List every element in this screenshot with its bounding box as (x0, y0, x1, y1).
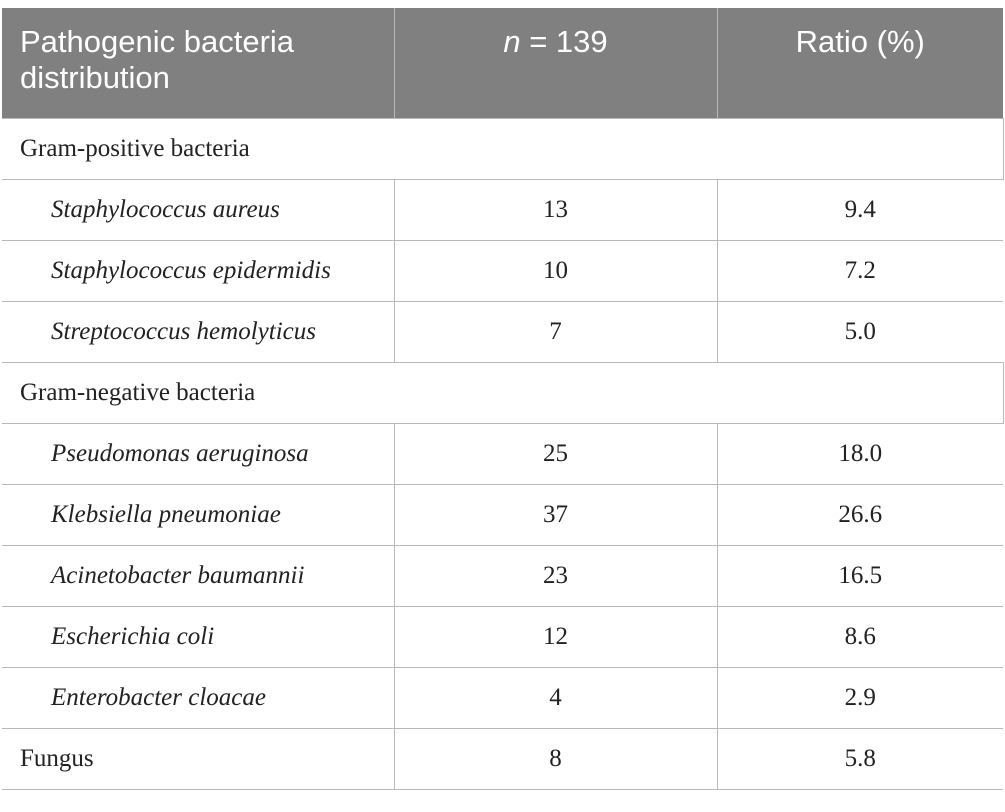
species-ratio: 18.0 (717, 423, 1003, 485)
fungus-label: Fungus (2, 728, 395, 790)
table-row: Acinetobacter baumannii 23 16.5 (2, 545, 1003, 607)
header-count: n = 139 (394, 8, 718, 119)
species-ratio: 5.0 (717, 301, 1003, 363)
species-ratio: 8.6 (717, 606, 1003, 668)
header-ratio: Ratio (%) (717, 8, 1003, 119)
species-name: Escherichia coli (2, 606, 395, 668)
header-count-total: = 139 (520, 24, 608, 59)
header-row: Pathogenic bacteria distribution n = 139 … (2, 8, 1003, 119)
table-row: Enterobacter cloacae 4 2.9 (2, 667, 1003, 729)
species-count: 10 (394, 240, 718, 302)
table-row: Pseudomonas aeruginosa 25 18.0 (2, 423, 1003, 485)
species-ratio: 7.2 (717, 240, 1003, 302)
fungus-count: 8 (394, 728, 718, 790)
species-ratio: 16.5 (717, 545, 1003, 607)
species-name: Klebsiella pneumoniae (2, 484, 395, 546)
table-body: Gram-positive bacteria Staphylococcus au… (2, 118, 1004, 790)
fungus-ratio: 5.8 (717, 728, 1003, 790)
table-row: Klebsiella pneumoniae 37 26.6 (2, 484, 1003, 546)
species-name: Enterobacter cloacae (2, 667, 395, 729)
species-ratio: 2.9 (717, 667, 1003, 729)
species-count: 37 (394, 484, 718, 546)
table-row: Staphylococcus epidermidis 10 7.2 (2, 240, 1003, 302)
header-pathogen-line1: Pathogenic bacteria (20, 24, 295, 59)
table-header: Pathogenic bacteria distribution n = 139 … (2, 8, 1003, 119)
species-ratio: 26.6 (717, 484, 1003, 546)
species-count: 23 (394, 545, 718, 607)
species-count: 4 (394, 667, 718, 729)
species-count: 25 (394, 423, 718, 485)
table-row: Escherichia coli 12 8.6 (2, 606, 1003, 668)
pathogen-distribution-table: Pathogenic bacteria distribution n = 139 … (2, 8, 1004, 790)
group-label-gram-negative: Gram-negative bacteria (2, 362, 1004, 424)
species-ratio: 9.4 (717, 179, 1003, 241)
table-row: Staphylococcus aureus 13 9.4 (2, 179, 1003, 241)
header-count-variable: n (503, 24, 521, 59)
species-name: Streptococcus hemolyticus (2, 301, 395, 363)
table-row-fungus: Fungus 8 5.8 (2, 728, 1003, 790)
species-count: 12 (394, 606, 718, 668)
group-row-gram-negative: Gram-negative bacteria (2, 362, 1004, 424)
pathogen-distribution-table-wrapper: Pathogenic bacteria distribution n = 139 … (2, 8, 1004, 790)
species-count: 13 (394, 179, 718, 241)
header-pathogen-line2: distribution (20, 60, 170, 95)
species-name: Staphylococcus epidermidis (2, 240, 395, 302)
species-count: 7 (394, 301, 718, 363)
species-name: Acinetobacter baumannii (2, 545, 395, 607)
table-row: Streptococcus hemolyticus 7 5.0 (2, 301, 1003, 363)
group-row-gram-positive: Gram-positive bacteria (2, 118, 1004, 180)
species-name: Pseudomonas aeruginosa (2, 423, 395, 485)
species-name: Staphylococcus aureus (2, 179, 395, 241)
group-label-gram-positive: Gram-positive bacteria (2, 118, 1004, 180)
header-pathogen-distribution: Pathogenic bacteria distribution (2, 8, 395, 119)
